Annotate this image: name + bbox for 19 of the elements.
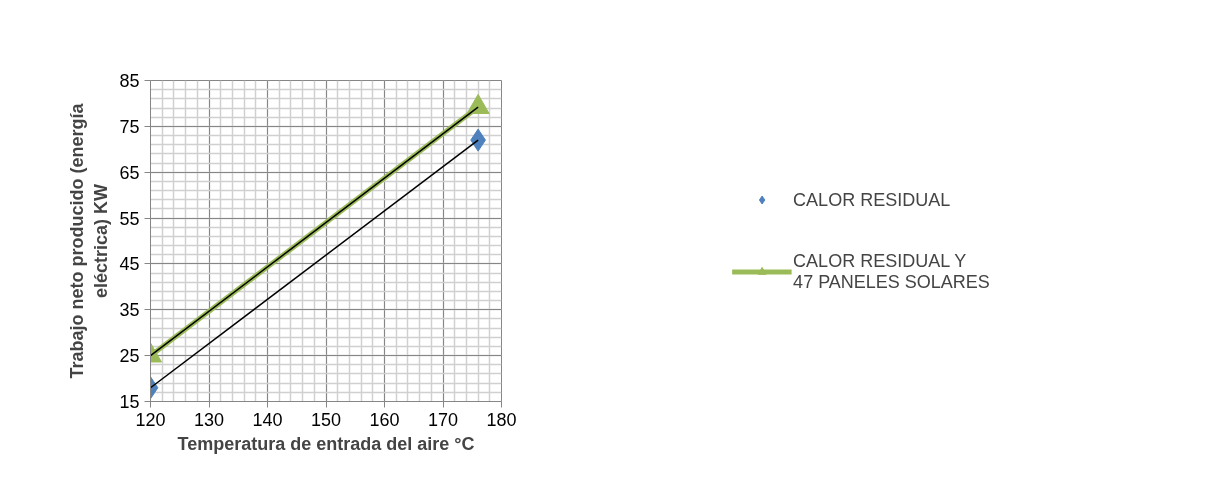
y-tick-label: 35 xyxy=(119,300,140,321)
y-tick-label: 45 xyxy=(119,254,140,275)
x-tick-label: 130 xyxy=(193,409,225,430)
y-tick-label: 85 xyxy=(119,71,140,91)
x-tick-label: 160 xyxy=(369,409,400,430)
y-tick-label: 75 xyxy=(119,116,140,137)
legend-label: CALOR RESIDUAL xyxy=(793,189,951,210)
y-axis-title: Trabajo neto producido (energía eléctrica) KW xyxy=(67,102,112,379)
x-axis-title: Temperatura de entrada del aire °C xyxy=(177,433,475,454)
x-tick-label: 140 xyxy=(252,409,283,430)
x-tick-label: 120 xyxy=(135,409,166,430)
y-tick-label: 15 xyxy=(119,392,140,412)
y-tick-label: 65 xyxy=(119,162,140,183)
x-tick-label: 170 xyxy=(427,409,459,430)
y-tick-label: 55 xyxy=(119,208,140,229)
y-tick-label: 25 xyxy=(119,346,140,367)
legend-label: CALOR RESIDUAL Y 47 PANELES SOLARES xyxy=(793,250,990,292)
x-tick-label: 180 xyxy=(486,409,517,430)
x-tick-label: 150 xyxy=(310,409,342,430)
